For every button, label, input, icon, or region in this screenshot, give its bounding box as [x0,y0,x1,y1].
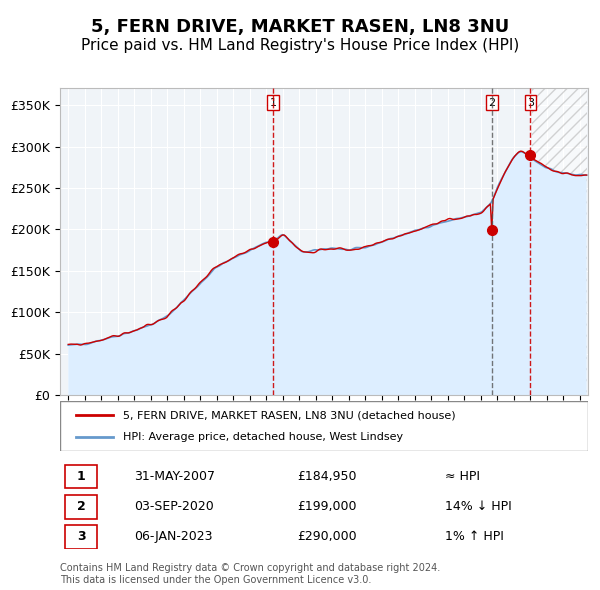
Text: 3: 3 [527,98,534,108]
Text: £290,000: £290,000 [298,530,357,543]
Text: 2: 2 [488,98,496,108]
Text: 1: 1 [269,98,277,108]
Text: £184,950: £184,950 [298,470,357,483]
Text: 5, FERN DRIVE, MARKET RASEN, LN8 3NU (detached house): 5, FERN DRIVE, MARKET RASEN, LN8 3NU (de… [124,410,456,420]
Text: 31-MAY-2007: 31-MAY-2007 [134,470,215,483]
Text: 5, FERN DRIVE, MARKET RASEN, LN8 3NU: 5, FERN DRIVE, MARKET RASEN, LN8 3NU [91,18,509,36]
FancyBboxPatch shape [65,525,97,549]
Text: ≈ HPI: ≈ HPI [445,470,481,483]
Text: HPI: Average price, detached house, West Lindsey: HPI: Average price, detached house, West… [124,432,403,442]
Text: 1% ↑ HPI: 1% ↑ HPI [445,530,505,543]
FancyBboxPatch shape [65,464,97,489]
Text: £199,000: £199,000 [298,500,357,513]
FancyBboxPatch shape [65,495,97,519]
Text: 1: 1 [77,470,85,483]
Text: 3: 3 [77,530,85,543]
Text: 03-SEP-2020: 03-SEP-2020 [134,500,214,513]
Text: 2: 2 [77,500,85,513]
Text: Price paid vs. HM Land Registry's House Price Index (HPI): Price paid vs. HM Land Registry's House … [81,38,519,53]
FancyBboxPatch shape [60,401,588,451]
Text: 14% ↓ HPI: 14% ↓ HPI [445,500,512,513]
Text: Contains HM Land Registry data © Crown copyright and database right 2024.
This d: Contains HM Land Registry data © Crown c… [60,563,440,585]
Text: 06-JAN-2023: 06-JAN-2023 [134,530,212,543]
